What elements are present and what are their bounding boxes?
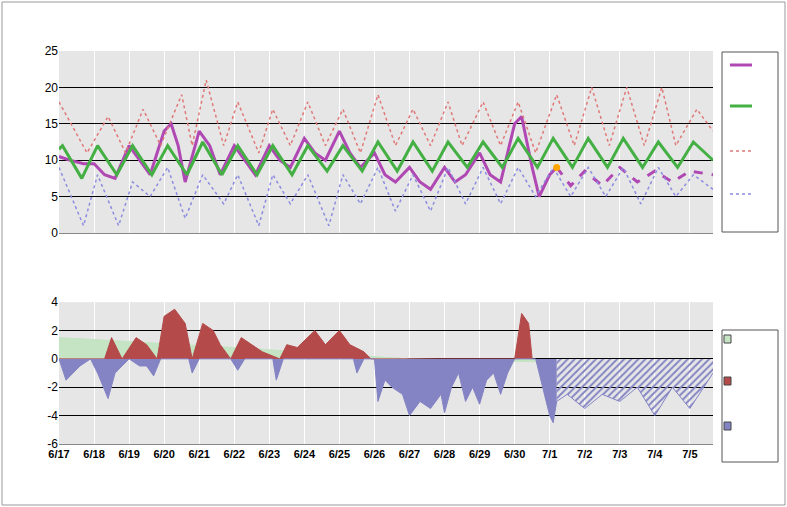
- svg-text:-6: -6: [47, 437, 58, 451]
- svg-text:0: 0: [51, 226, 58, 240]
- svg-text:6/19: 6/19: [118, 448, 139, 460]
- svg-text:6/17: 6/17: [48, 448, 69, 460]
- svg-text:4: 4: [51, 295, 58, 309]
- svg-text:6/26: 6/26: [364, 448, 385, 460]
- svg-text:6/24: 6/24: [294, 448, 316, 460]
- svg-text:7/4: 7/4: [647, 448, 663, 460]
- svg-text:6/29: 6/29: [469, 448, 490, 460]
- svg-text:6/18: 6/18: [83, 448, 104, 460]
- svg-text:6/23: 6/23: [259, 448, 280, 460]
- svg-text:-4: -4: [47, 409, 58, 423]
- svg-text:6/21: 6/21: [188, 448, 209, 460]
- svg-text:2: 2: [51, 324, 58, 338]
- svg-text:0: 0: [51, 352, 58, 366]
- svg-text:6/22: 6/22: [224, 448, 245, 460]
- svg-text:5: 5: [51, 190, 58, 204]
- svg-text:6/25: 6/25: [329, 448, 350, 460]
- svg-text:-2: -2: [47, 380, 58, 394]
- svg-text:20: 20: [45, 81, 59, 95]
- svg-text:25: 25: [45, 44, 59, 58]
- svg-text:7/2: 7/2: [577, 448, 592, 460]
- svg-text:7/3: 7/3: [612, 448, 627, 460]
- svg-text:7/5: 7/5: [682, 448, 697, 460]
- svg-text:6/20: 6/20: [153, 448, 174, 460]
- svg-text:15: 15: [45, 117, 59, 131]
- svg-text:6/28: 6/28: [434, 448, 455, 460]
- svg-text:7/1: 7/1: [542, 448, 557, 460]
- svg-text:6/30: 6/30: [504, 448, 525, 460]
- svg-text:10: 10: [45, 153, 59, 167]
- svg-text:6/27: 6/27: [399, 448, 420, 460]
